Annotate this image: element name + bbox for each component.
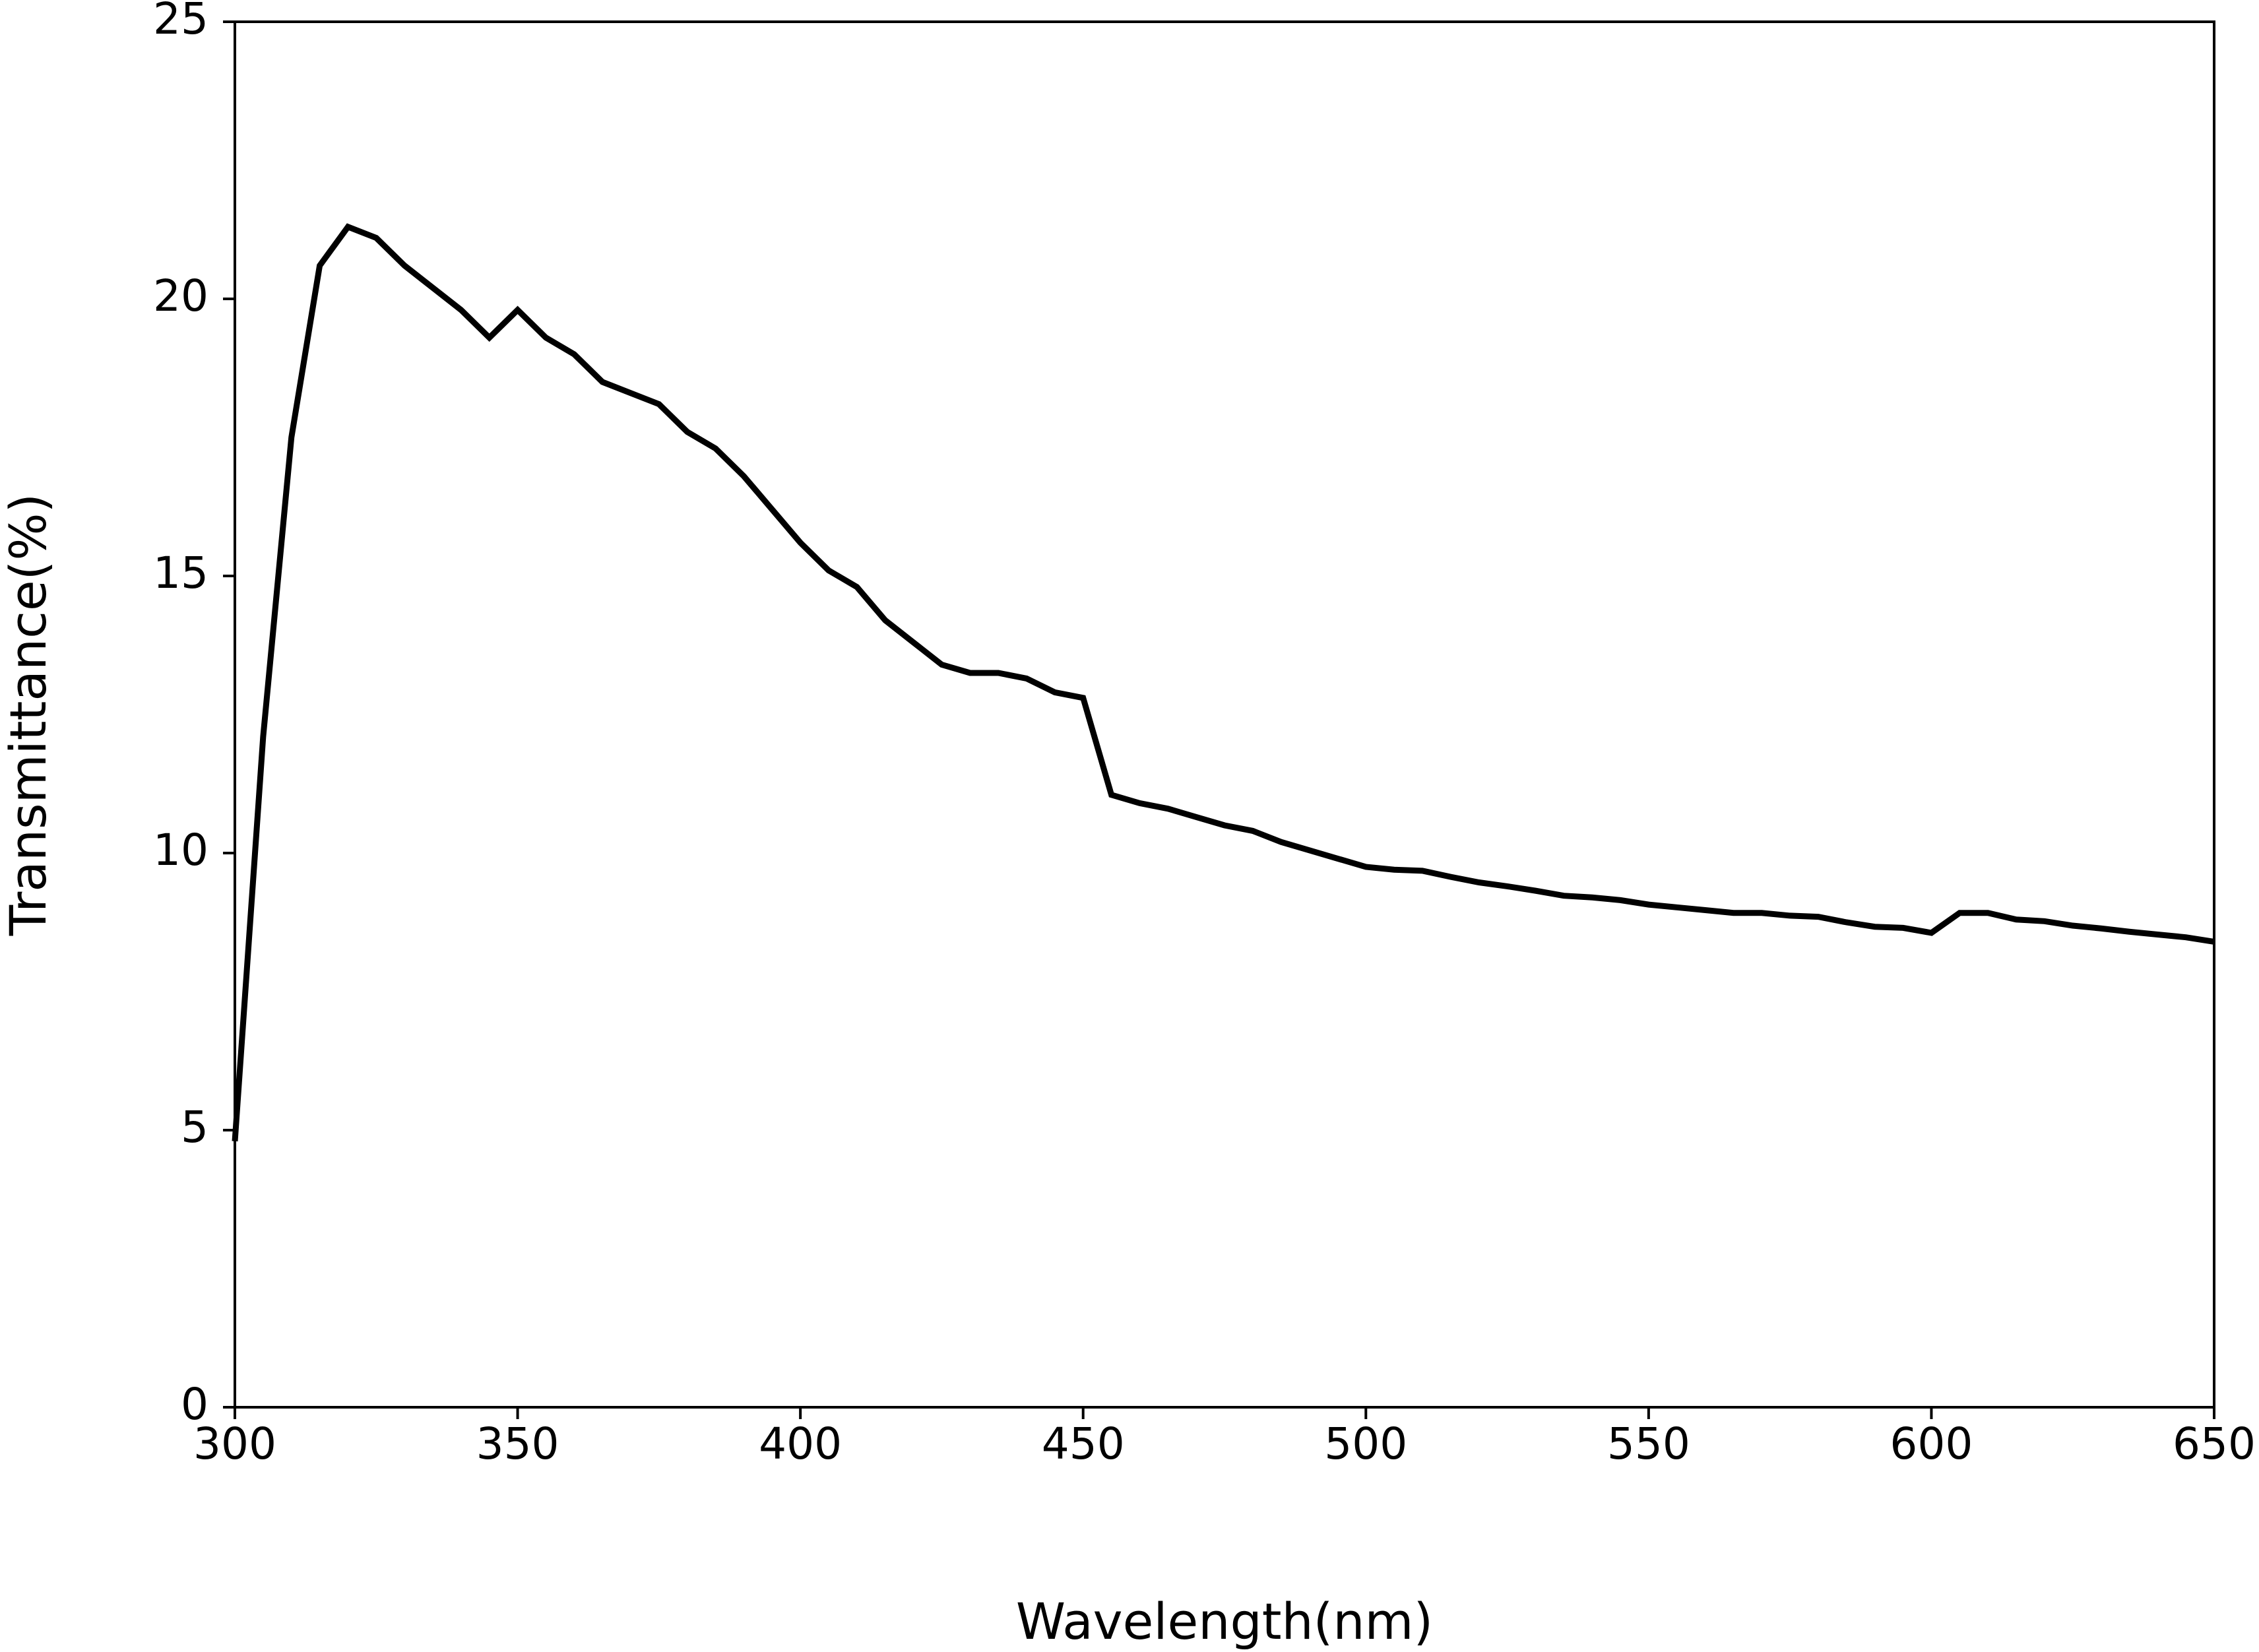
x-tick-label: 550 [1607,1418,1690,1469]
x-tick-label: 600 [1890,1418,1973,1469]
x-tick-label: 350 [476,1418,559,1469]
y-tick-label: 20 [153,270,208,321]
data-line [232,223,2215,1142]
y-tick-label: 25 [153,0,208,44]
y-tick-label: 10 [153,825,208,875]
x-tick-label: 400 [759,1418,842,1469]
y-tick-label: 0 [181,1379,208,1430]
x-tick-label: 450 [1042,1418,1125,1469]
y-tick-label: 5 [181,1102,208,1153]
x-tick-label: 650 [2173,1418,2256,1469]
y-tick-label: 15 [153,548,208,598]
plot-frame [234,20,2215,1409]
x-tick-label: 300 [193,1418,276,1469]
x-axis-title: Wavelength(nm) [1016,1592,1433,1651]
y-axis-title: Transmittance(%) [0,493,57,936]
x-tick-label: 500 [1324,1418,1407,1469]
